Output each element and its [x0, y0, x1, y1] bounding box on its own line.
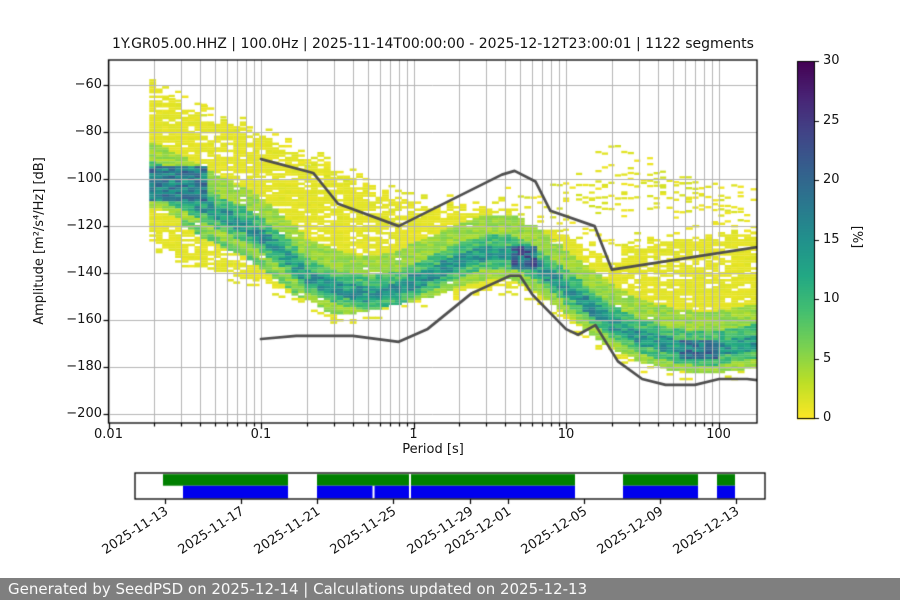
colorbar-tick-label: 10 [823, 291, 840, 306]
colorbar-tick-label: 0 [823, 410, 832, 425]
colorbar-tick-label: 15 [823, 231, 840, 247]
x-tick-label: 100 [706, 427, 731, 442]
y-tick-label: −120 [66, 218, 102, 234]
y-tick-label: −100 [66, 171, 102, 187]
colorbar-tick-label: 5 [823, 350, 832, 366]
colorbar-tick-label: 25 [823, 112, 840, 128]
colorbar-tick-label: 20 [823, 172, 840, 187]
footer-text: Generated by SeedPSD on 2025-12-14 | Cal… [8, 580, 588, 598]
y-tick-label: −180 [66, 359, 102, 375]
y-tick-label: −140 [66, 265, 102, 281]
x-tick-label: 1 [409, 427, 418, 442]
footer-bar: Generated by SeedPSD on 2025-12-14 | Cal… [0, 578, 900, 600]
y-tick-label: −200 [66, 406, 102, 422]
y-tick-label: −160 [66, 312, 102, 328]
x-axis-label: Period [s] [402, 442, 464, 457]
plot-title: 1Y.GR05.00.HHZ | 100.0Hz | 2025-11-14T00… [112, 36, 754, 52]
y-tick-label: −60 [74, 77, 102, 92]
x-tick-label: 0.01 [94, 427, 123, 442]
x-tick-label: 10 [557, 427, 575, 442]
y-tick-label: −80 [74, 124, 102, 140]
x-tick-label: 0.1 [250, 427, 272, 442]
colorbar-tick-label: 30 [823, 53, 840, 68]
